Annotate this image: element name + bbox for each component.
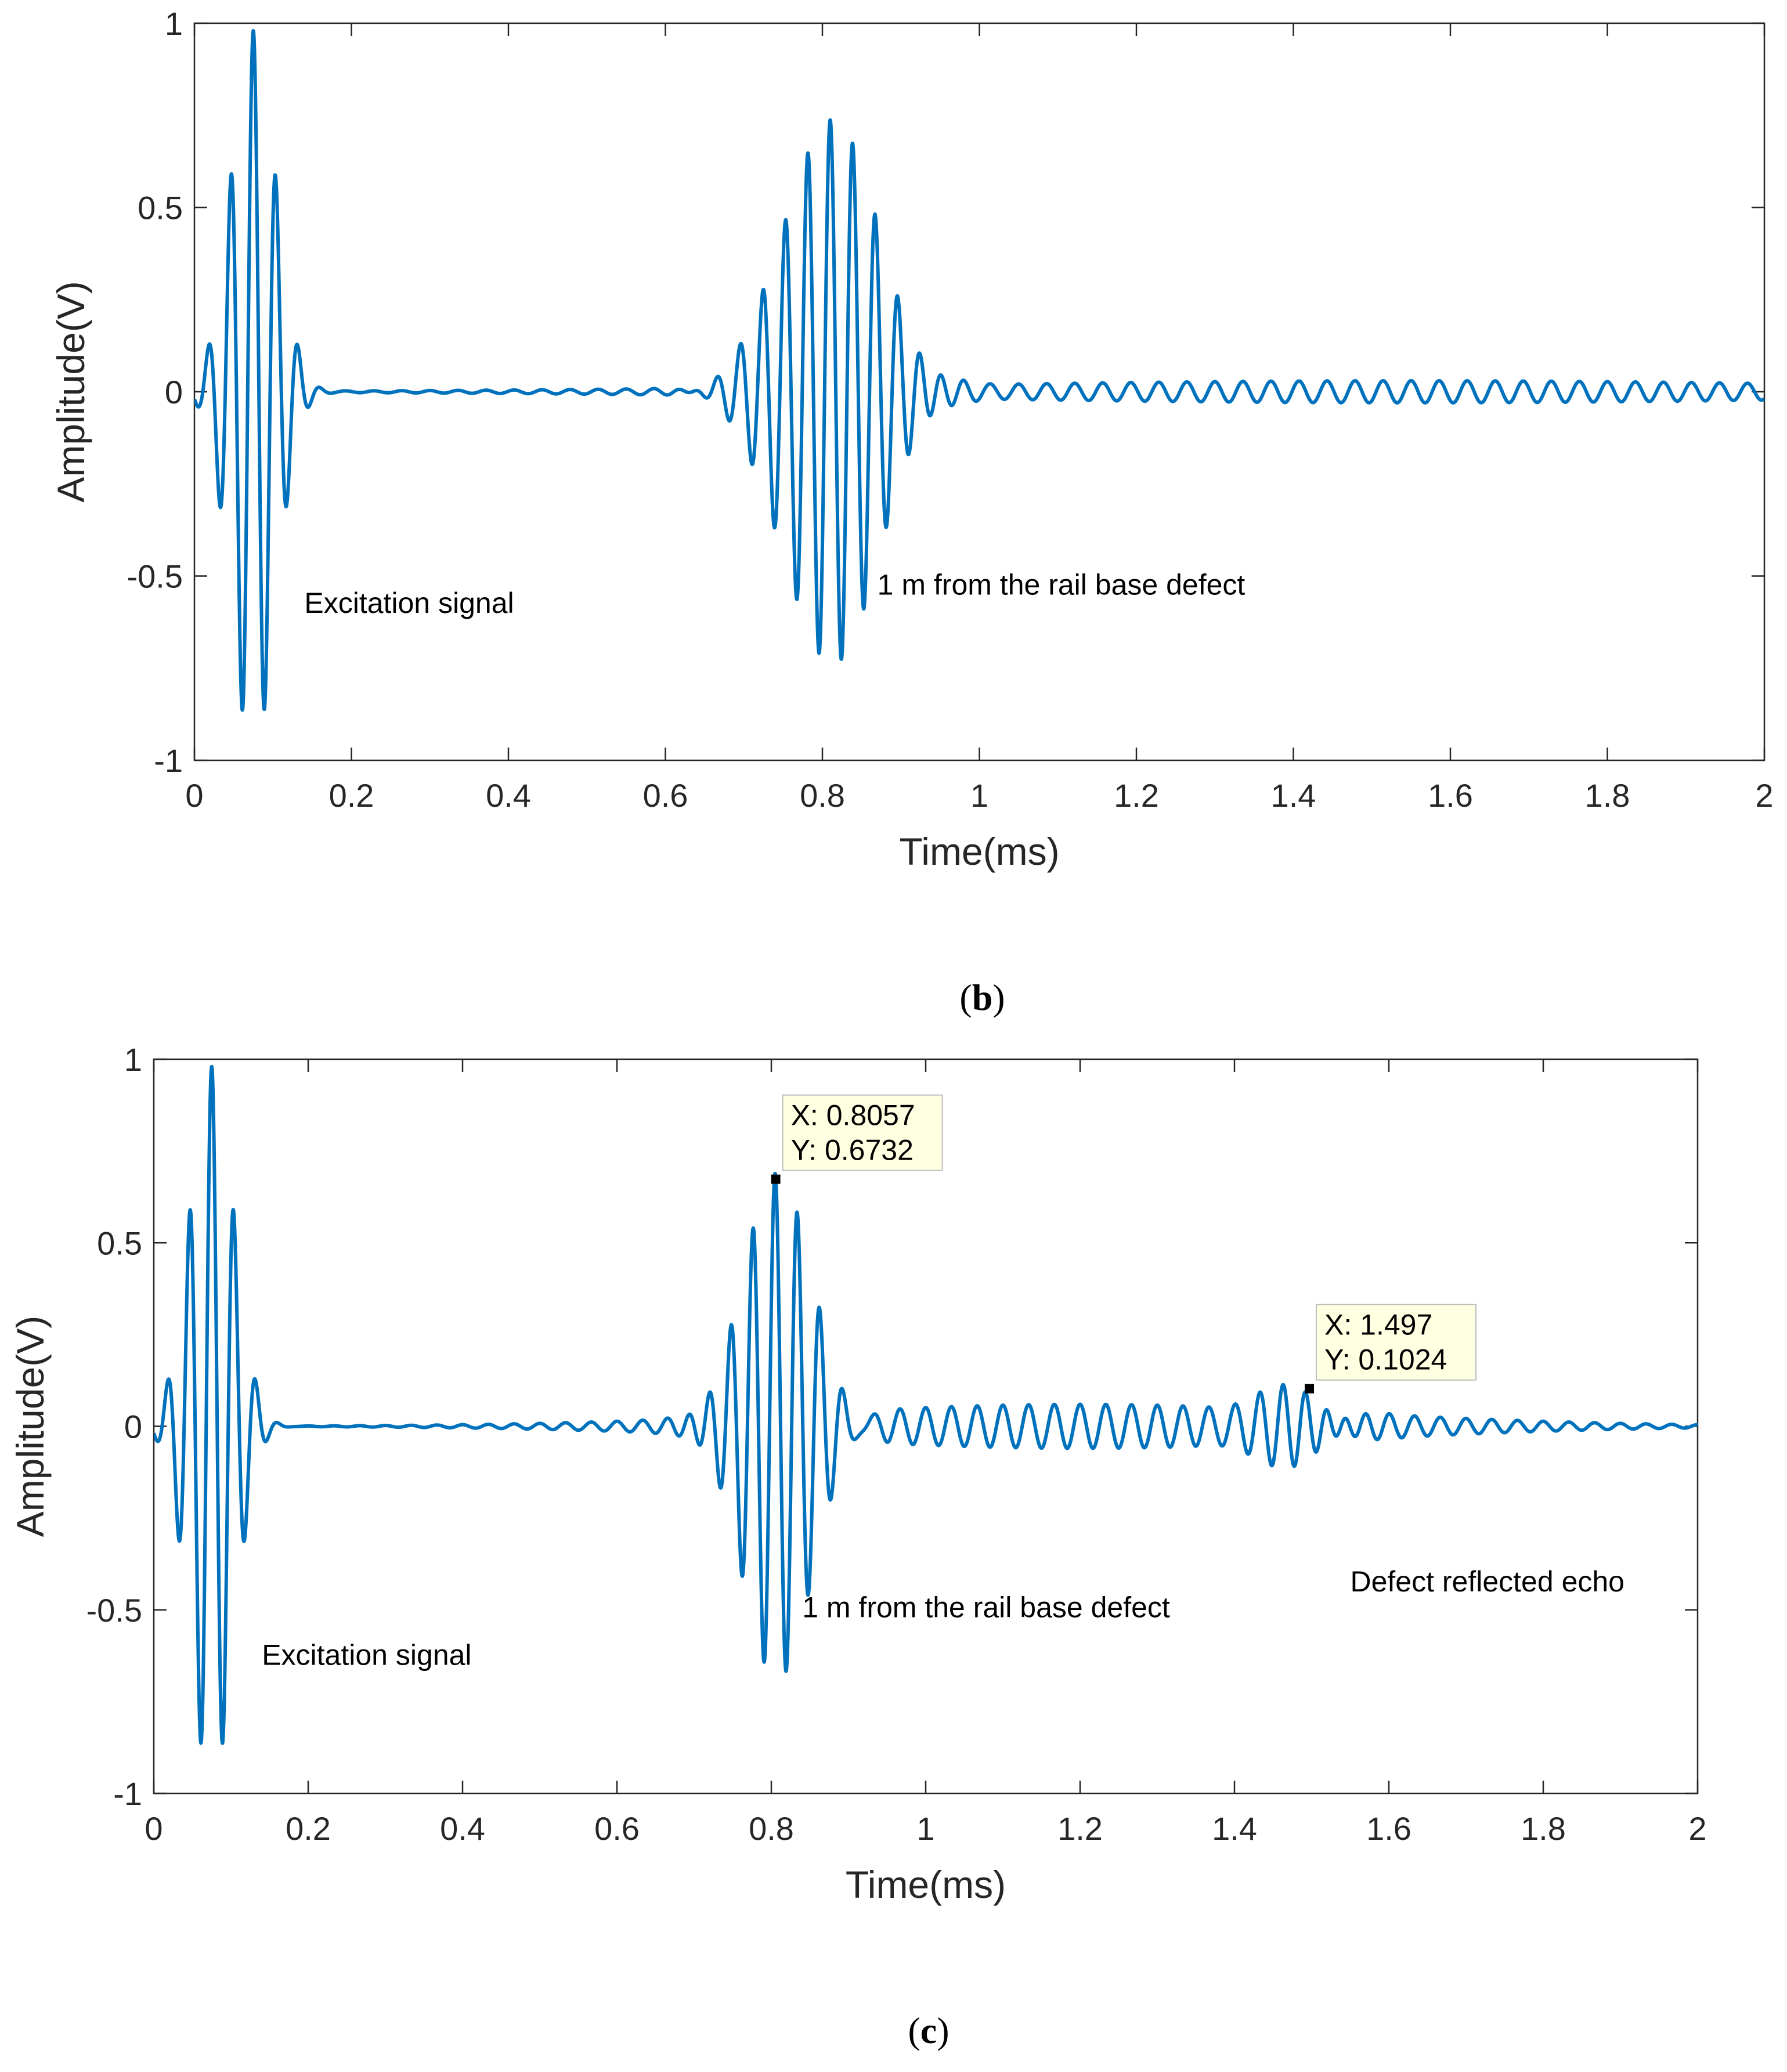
y-tick-label: -0.5 (86, 1592, 143, 1629)
x-tick-label: 1.8 (1521, 1810, 1566, 1847)
chart-panel-b: 0 0.2 0.4 0.6 0.8 1 1.2 1.4 1.6 1.8 2 1 0.5 0 -0.5 -1 Ti… (49, 5, 1774, 1018)
y-tick-label: -0.5 (127, 558, 183, 595)
x-tick-label: 1.6 (1366, 1810, 1411, 1847)
x-tick-label: 1.2 (1057, 1810, 1103, 1847)
datatip-x-label: X: 0.8057 (791, 1099, 915, 1132)
x-tick-label: 1.8 (1585, 777, 1630, 814)
datatip-y-label: Y: 0.1024 (1324, 1344, 1447, 1376)
x-tick-label: 1.2 (1114, 777, 1159, 814)
panel-label: (b) (959, 977, 1005, 1018)
x-tick-label: 1.4 (1212, 1810, 1257, 1847)
y-tick-label: 0.5 (138, 190, 183, 226)
datatip-marker[interactable] (771, 1174, 781, 1184)
y-axis-title: Amplitude(V) (9, 1316, 52, 1537)
x-tick-label: 0.4 (486, 777, 531, 814)
x-tick-label: 1.6 (1428, 777, 1473, 814)
y-tick-label: -1 (113, 1775, 142, 1812)
annotation-text: 1 m from the rail base defect (878, 568, 1246, 601)
x-tick-label: 0 (145, 1810, 163, 1847)
signal-series-line (194, 28, 1764, 712)
x-tick-label: 2 (1688, 1810, 1706, 1847)
x-axis-title: Time(ms) (899, 830, 1059, 873)
x-tick-label: 0.8 (749, 1810, 794, 1847)
x-tick-label: 0 (185, 777, 203, 814)
x-tick-label: 0.8 (800, 777, 845, 814)
annotation-text: Excitation signal (262, 1639, 471, 1672)
x-tick-label: 0.2 (329, 777, 374, 814)
x-tick-label: 1 (916, 1810, 934, 1847)
annotation-text: Defect reflected echo (1351, 1565, 1625, 1598)
x-tick-label: 0.6 (643, 777, 688, 814)
y-tick-label: 0 (124, 1409, 142, 1445)
y-tick-label: -1 (154, 742, 183, 779)
signal-series-line (154, 1064, 1698, 1745)
annotation-text: 1 m from the rail base defect (802, 1591, 1170, 1623)
y-tick-label: 1 (124, 1041, 142, 1078)
datatip-box (782, 1094, 943, 1171)
datatip-x-label: X: 1.497 (1324, 1309, 1432, 1341)
datatip-marker[interactable] (1305, 1384, 1315, 1394)
x-tick-label: 2 (1755, 777, 1773, 814)
x-tick-label: 1 (970, 777, 988, 814)
chart-panel-c: 0 0.2 0.4 0.6 0.8 1 1.2 1.4 1.6 1.8 2 1 0.5 0 -0.5 -1 Ti… (9, 1041, 1707, 2051)
y-tick-label: 1 (165, 5, 183, 42)
x-tick-label: 0.2 (286, 1810, 331, 1847)
x-tick-label: 0.4 (440, 1810, 485, 1847)
y-axis-title: Amplitude(V) (49, 281, 92, 502)
x-tick-label: 0.6 (594, 1810, 640, 1847)
y-tick-label: 0 (165, 374, 183, 410)
x-axis-title: Time(ms) (846, 1863, 1006, 1906)
datatip-y-label: Y: 0.6732 (791, 1134, 914, 1167)
annotation-text: Excitation signal (304, 587, 514, 619)
panel-label: (c) (908, 2010, 949, 2051)
x-tick-label: 1.4 (1271, 777, 1316, 814)
y-tick-label: 0.5 (97, 1225, 142, 1261)
datatip-box (1316, 1304, 1477, 1381)
